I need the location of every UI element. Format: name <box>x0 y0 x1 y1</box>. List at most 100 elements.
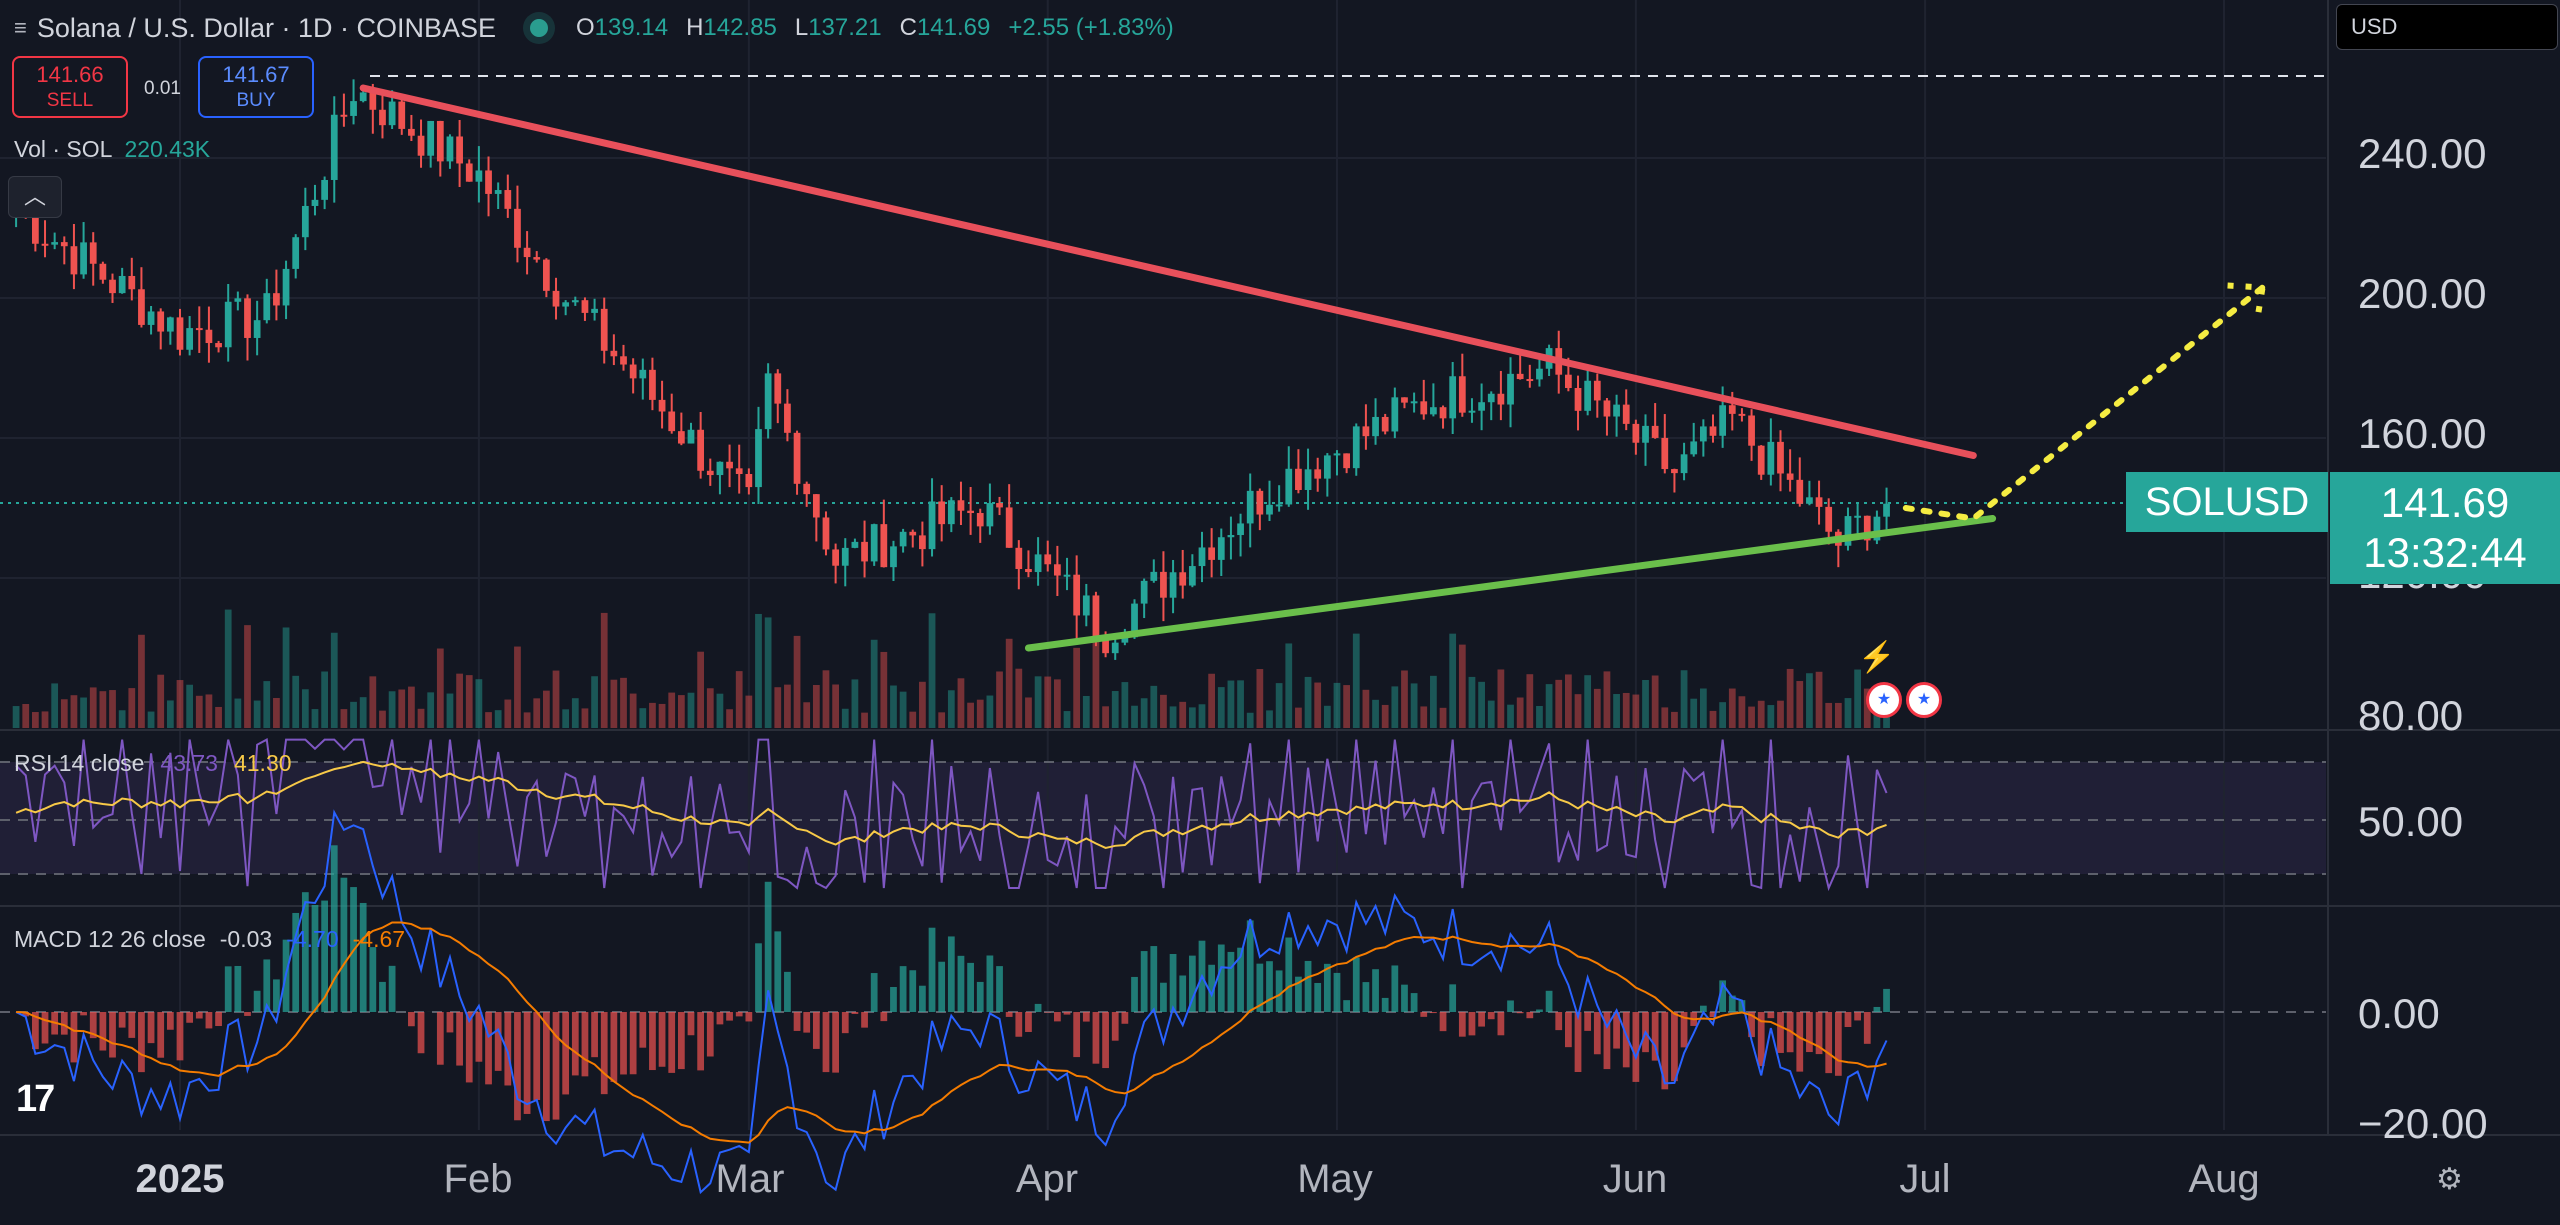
candle-body <box>649 369 656 400</box>
time-axis-tick: Feb <box>443 1157 513 1201</box>
candle-body <box>1420 401 1428 415</box>
menu-icon[interactable]: ≡ <box>14 15 27 40</box>
volume-bar <box>1121 682 1129 728</box>
volume-bar <box>1169 706 1177 728</box>
macd-histogram-bar <box>80 1012 87 1016</box>
macd-histogram-bar <box>1025 1012 1032 1032</box>
macd-histogram-bar <box>1468 1012 1476 1036</box>
macd-histogram-bar <box>224 966 232 1012</box>
event-markers[interactable]: ★ ★ <box>1866 682 1942 718</box>
macd-histogram-bar <box>514 1012 521 1121</box>
candle-body <box>919 535 926 550</box>
candle-body <box>1044 554 1052 565</box>
rsi-band <box>0 762 2326 874</box>
market-status-icon[interactable] <box>530 19 548 37</box>
time-axis-tick: 2025 <box>135 1157 225 1201</box>
lightning-icon[interactable]: ⚡ <box>1858 641 1896 674</box>
volume-bar <box>80 697 87 728</box>
macd-histogram-bar <box>244 1012 251 1016</box>
volume-bar <box>1237 680 1244 728</box>
volume-bar <box>1343 685 1350 728</box>
symbol-title[interactable]: Solana / U.S. Dollar · 1D · COINBASE <box>36 12 496 43</box>
volume-bar <box>340 709 348 728</box>
volume-bar <box>301 689 309 728</box>
volume-legend[interactable]: Vol · SOL 220.43K <box>14 136 211 162</box>
macd-histogram-bar <box>890 986 897 1012</box>
macd-legend[interactable]: MACD 12 26 close -0.03 -4.70 -4.67 <box>14 926 406 952</box>
volume-bar <box>1671 711 1678 728</box>
volume-bar <box>1179 701 1187 728</box>
volume-bar <box>1478 681 1485 728</box>
chevron-up-icon[interactable]: ︿ <box>8 176 62 218</box>
macd-histogram-bar <box>822 1012 830 1073</box>
macd-histogram-bar <box>1063 1012 1071 1015</box>
candle-body <box>273 293 280 306</box>
macd-histogram-bar <box>1661 1012 1669 1090</box>
candle-body <box>1536 368 1543 380</box>
volume-bar <box>533 698 541 728</box>
volume-bar <box>1738 696 1746 728</box>
candle-body <box>224 301 232 348</box>
candle-body <box>1256 490 1264 515</box>
volume-bar <box>1854 669 1861 728</box>
volume-bar <box>1757 700 1765 728</box>
volume-bar <box>176 680 184 728</box>
currency-select[interactable]: USD <box>2336 4 2558 50</box>
candle-body <box>1266 504 1273 515</box>
candle-body <box>1854 515 1861 518</box>
candle-body <box>571 300 579 303</box>
candle-body <box>1593 380 1601 401</box>
macd-histogram-bar <box>677 1012 685 1070</box>
volume-bar <box>803 702 811 728</box>
volume-bar <box>1352 633 1360 728</box>
macd-histogram-bar <box>919 985 926 1012</box>
macd-histogram-bar <box>485 1012 492 1085</box>
macd-histogram-bar <box>234 965 242 1012</box>
volume-bar <box>784 684 791 728</box>
macd-histogram-bar <box>1728 995 1736 1012</box>
volume-bar <box>436 648 444 728</box>
volume-bar <box>523 712 531 728</box>
volume-bar <box>1111 691 1119 728</box>
macd-histogram-bar <box>909 970 917 1012</box>
rsi-legend[interactable]: RSI 14 close 43.73 41.30 <box>14 750 292 776</box>
volume-bar <box>1468 676 1476 728</box>
macd-histogram-bar <box>1449 984 1457 1012</box>
candle-body <box>350 101 357 116</box>
candle-body <box>639 369 647 379</box>
volume-bar <box>369 676 377 728</box>
volume-bar <box>1709 710 1717 728</box>
macd-histogram-bar <box>359 902 367 1012</box>
volume-bar <box>697 651 705 728</box>
us-flag-icon[interactable]: ★ <box>1866 682 1902 718</box>
macd-line <box>15 809 1888 1195</box>
volume-bar <box>1082 695 1090 728</box>
candle-body <box>1352 426 1360 469</box>
macd-histogram-bar <box>1131 976 1138 1012</box>
candle-body <box>1410 401 1418 404</box>
macd-histogram-bar <box>186 1012 194 1023</box>
buy-button[interactable]: 141.67 BUY <box>198 56 314 118</box>
candle-body <box>427 120 435 156</box>
last-price-label: 141.69 13:32:44 <box>2330 472 2560 584</box>
macd-histogram-bar <box>1873 1006 1881 1012</box>
settings-icon[interactable]: ⚙ <box>2436 1163 2463 1196</box>
candle-body <box>1757 445 1765 475</box>
macd-histogram-bar <box>1044 1012 1052 1013</box>
candle-body <box>735 468 743 474</box>
volume-bar <box>359 697 367 728</box>
macd-histogram-bar <box>899 966 907 1012</box>
volume-bar <box>552 670 560 728</box>
macd-signal-line <box>16 921 1887 1144</box>
volume-bar <box>745 695 753 728</box>
us-flag-icon[interactable]: ★ <box>1906 682 1942 718</box>
tradingview-logo-icon[interactable]: 17 <box>16 1078 55 1120</box>
candle-body <box>128 275 136 290</box>
sell-button[interactable]: 141.66 SELL <box>12 56 128 118</box>
candle-body <box>803 483 811 495</box>
symbol-price-label: SOLUSD <box>2126 472 2328 532</box>
volume-bar <box>1285 643 1293 728</box>
volume-bar <box>417 708 425 728</box>
volume-bar <box>427 692 435 728</box>
